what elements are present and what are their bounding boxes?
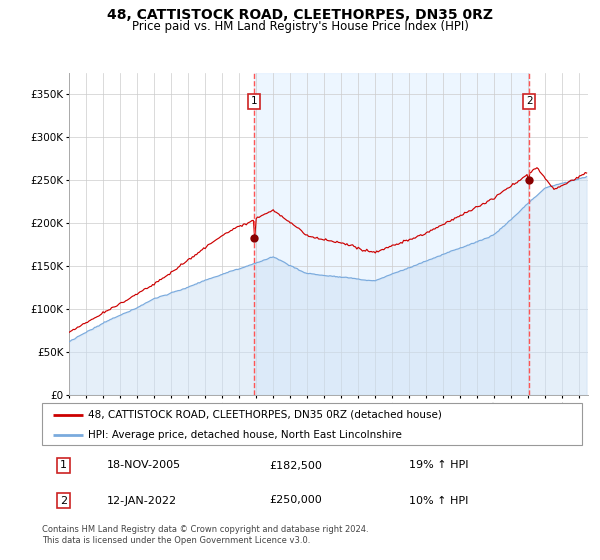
- Text: £250,000: £250,000: [269, 496, 322, 506]
- Text: 48, CATTISTOCK ROAD, CLEETHORPES, DN35 0RZ (detached house): 48, CATTISTOCK ROAD, CLEETHORPES, DN35 0…: [88, 410, 442, 420]
- Text: 18-NOV-2005: 18-NOV-2005: [107, 460, 181, 470]
- Text: Contains HM Land Registry data © Crown copyright and database right 2024.
This d: Contains HM Land Registry data © Crown c…: [42, 525, 368, 545]
- Text: 12-JAN-2022: 12-JAN-2022: [107, 496, 177, 506]
- Text: 10% ↑ HPI: 10% ↑ HPI: [409, 496, 469, 506]
- Text: 1: 1: [251, 96, 257, 106]
- Text: 2: 2: [526, 96, 532, 106]
- Text: £182,500: £182,500: [269, 460, 322, 470]
- Text: 19% ↑ HPI: 19% ↑ HPI: [409, 460, 469, 470]
- Text: HPI: Average price, detached house, North East Lincolnshire: HPI: Average price, detached house, Nort…: [88, 430, 402, 440]
- Text: 2: 2: [60, 496, 67, 506]
- Text: 1: 1: [60, 460, 67, 470]
- Bar: [254, 73, 529, 395]
- Text: Price paid vs. HM Land Registry's House Price Index (HPI): Price paid vs. HM Land Registry's House …: [131, 20, 469, 32]
- Text: 48, CATTISTOCK ROAD, CLEETHORPES, DN35 0RZ: 48, CATTISTOCK ROAD, CLEETHORPES, DN35 0…: [107, 8, 493, 22]
